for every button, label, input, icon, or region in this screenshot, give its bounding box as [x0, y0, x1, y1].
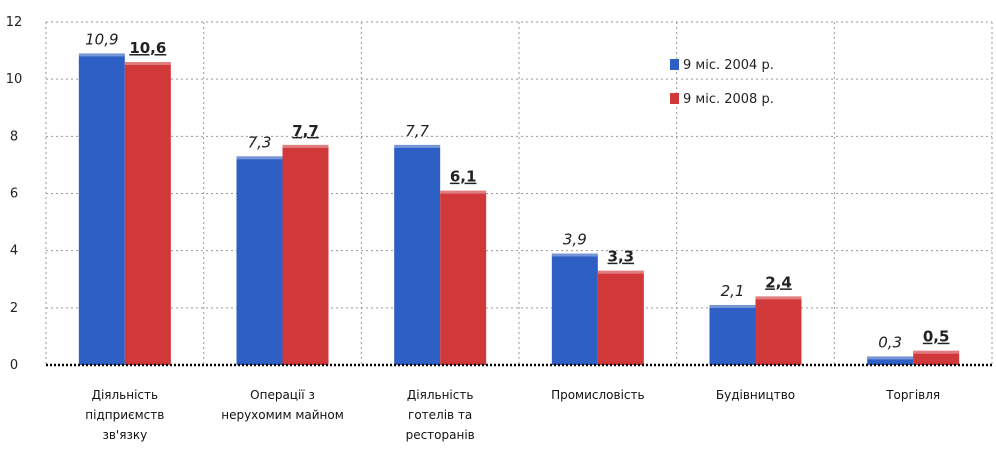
bar-series-a[interactable] — [394, 144, 441, 365]
bar-highlight — [913, 350, 960, 354]
data-label: 2,4 — [765, 273, 792, 291]
bar-highlight — [709, 304, 756, 308]
bar-highlight — [236, 156, 283, 160]
bar-series-b[interactable] — [755, 296, 802, 365]
data-labels: 10,9 10,6 7,3 7,7 7,7 6,1 3,9 3,3 2,1 2,4 0,3 0,5 — [85, 30, 949, 351]
bar-series-b[interactable] — [913, 350, 960, 365]
bar-highlight — [78, 53, 125, 57]
y-tick-label: 12 — [6, 15, 23, 30]
bar-highlight — [282, 144, 329, 148]
bar-highlight — [597, 270, 644, 274]
bar-highlight — [124, 62, 171, 66]
y-tick-label: 4 — [10, 244, 18, 259]
y-tick-label: 10 — [6, 72, 23, 87]
bar-series-a[interactable] — [551, 253, 598, 365]
data-label: 7,7 — [405, 122, 429, 140]
data-label: 6,1 — [450, 168, 477, 186]
data-label: 3,9 — [563, 231, 587, 249]
category-label: Промисловість — [551, 388, 645, 402]
category-label: Торгівля — [885, 388, 940, 402]
y-tick-label: 8 — [10, 129, 18, 144]
data-label: 0,3 — [878, 333, 902, 351]
bar-series-a[interactable] — [236, 156, 283, 365]
bar-series-b[interactable] — [440, 190, 487, 365]
bar-series-a[interactable] — [78, 53, 125, 366]
y-tick-label: 6 — [10, 187, 18, 202]
data-label: 7,7 — [292, 122, 319, 140]
legend-item[interactable]: 9 міс. 2008 р. — [683, 92, 774, 107]
bar-highlight — [755, 296, 802, 300]
data-label: 10,6 — [129, 39, 166, 57]
bar-highlight — [867, 356, 914, 360]
category-label: Діяльність готелів та ресторанів — [406, 388, 475, 442]
data-label: 2,1 — [721, 282, 745, 300]
data-label: 0,5 — [923, 328, 950, 346]
bar-series-a[interactable] — [867, 356, 914, 365]
legend-item[interactable]: 9 міс. 2004 р. — [683, 58, 774, 73]
category-label: Будівництво — [716, 388, 795, 402]
gridlines — [45, 21, 993, 365]
bar-highlight — [440, 190, 487, 194]
y-tick-label: 0 — [10, 358, 18, 373]
x-axis: Діяльність підприємств зв'язку Операції з не… — [46, 363, 992, 442]
bar-series-b[interactable] — [597, 270, 644, 365]
bar-series-a[interactable] — [709, 304, 756, 365]
y-tick-label: 2 — [10, 301, 18, 316]
category-label: Операції з нерухомим майном — [221, 388, 344, 422]
bar-highlight — [551, 253, 598, 257]
legend-swatch — [670, 93, 679, 104]
bar-series-b[interactable] — [124, 62, 171, 366]
bar-series-b[interactable] — [282, 144, 329, 365]
legend[interactable]: 9 міс. 2004 р. 9 міс. 2008 р. — [670, 58, 774, 107]
category-label: Діяльність підприємств зв'язку — [85, 388, 164, 442]
bars — [78, 53, 960, 366]
data-label: 3,3 — [608, 248, 635, 266]
data-label: 10,9 — [85, 30, 118, 48]
data-label: 7,3 — [248, 133, 272, 151]
legend-swatch — [670, 59, 679, 70]
bar-highlight — [394, 144, 441, 148]
y-axis-ticks: 0 2 4 6 8 10 12 — [6, 15, 23, 373]
